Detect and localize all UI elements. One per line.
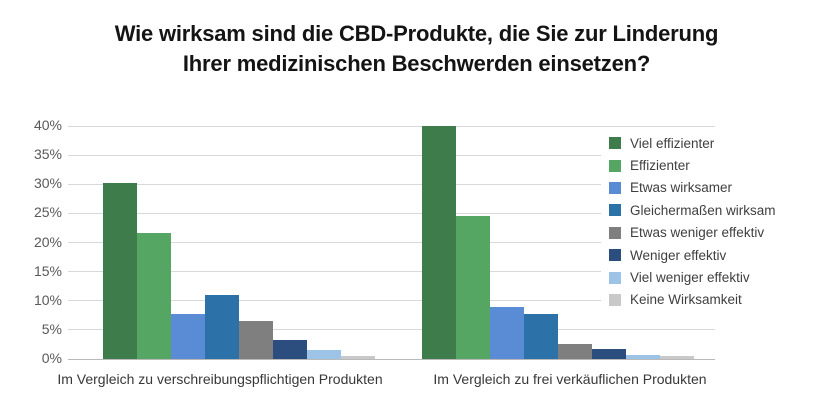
bar-group2-keine-wirksamkeit [660,355,694,359]
legend-item-weniger-effektiv: Weniger effektiv [609,244,776,266]
chart-title-line1: Wie wirksam sind die CBD-Produkte, die S… [114,21,719,46]
bar-group1-gleicherma-en-wirksam [205,294,239,359]
bar-group2-viel-effizienter [422,126,456,359]
legend-item-label: Etwas wirksamer [630,180,733,196]
y-tick-label-35pct: 35% [33,146,62,163]
legend-item-etwas-weniger-effektiv: Etwas weniger effektiv [609,222,776,244]
y-tick-label-5pct: 5% [41,320,62,337]
gridline-0pct [68,358,715,360]
legend-item-keine-wirksamkeit: Keine Wirksamkeit [609,289,776,311]
bar-group2-effizienter [456,216,490,359]
gridline-35pct [68,154,715,156]
legend-item-etwas-wirksamer: Etwas wirksamer [609,177,776,199]
legend-swatch-icon [609,159,621,172]
legend-item-label: Keine Wirksamkeit [630,292,742,308]
bar-group1-viel-weniger-effektiv [307,350,341,359]
legend-item-label: Etwas weniger effektiv [630,225,765,241]
plot-area [68,125,715,360]
legend-item-label: Viel effizienter [630,135,715,151]
bar-group2-etwas-wirksamer [490,307,524,359]
bar-group1-effizienter [137,233,171,359]
gridline-20pct [68,242,715,243]
legend-swatch-icon [609,137,621,150]
legend-item-viel-weniger-effektiv: Viel weniger effektiv [609,266,776,288]
legend-item-gleicherma-en-wirksam: Gleichermaßen wirksam [609,199,776,221]
chart-title-line2: Ihrer medizinischen Beschwerden einsetze… [182,51,651,76]
chart-title: Wie wirksam sind die CBD-Produkte, die S… [0,19,833,79]
legend-item-effizienter: Effizienter [609,154,776,176]
legend-swatch-icon [609,181,621,194]
bar-group1-weniger-effektiv [273,340,307,359]
y-tick-label-40pct: 40% [33,117,62,133]
bar-group2-viel-weniger-effektiv [626,354,660,359]
legend-swatch-icon [609,226,621,239]
chart-legend: Viel effizienter Effizienter Etwas wirksam… [601,127,788,317]
y-tick-label-20pct: 20% [33,233,62,250]
x-axis-label-group1: Im Vergleich zu verschreibungspflichtige… [57,371,383,387]
legend-swatch-icon [609,271,621,284]
bar-group1-keine-wirksamkeit [341,356,375,359]
bar-group2-weniger-effektiv [592,348,626,359]
bar-group2-gleicherma-en-wirksam [524,314,558,359]
gridline-10pct [68,300,715,302]
y-tick-label-0pct: 0% [41,350,62,366]
legend-item-label: Gleichermaßen wirksam [630,202,776,218]
gridline-30pct [68,183,715,185]
legend-item-label: Viel weniger effektiv [630,270,750,286]
legend-swatch-icon [609,204,621,217]
legend-item-label: Weniger effektiv [630,247,727,263]
y-tick-label-15pct: 15% [33,262,62,279]
legend-item-viel-effizienter: Viel effizienter [609,132,776,154]
gridline-40pct [68,125,715,127]
legend-swatch-icon [609,293,621,306]
y-tick-label-10pct: 10% [33,291,62,308]
y-tick-label-25pct: 25% [33,204,62,221]
bar-group1-viel-effizienter [103,183,137,359]
gridline-25pct [68,212,715,214]
gridline-5pct [68,329,715,331]
x-axis-label-group2: Im Vergleich zu frei verkäuflichen Produ… [433,371,707,387]
y-tick-label-30pct: 30% [33,175,62,192]
bar-group1-etwas-wirksamer [171,313,205,359]
gridline-15pct [68,271,715,273]
legend-item-label: Effizienter [630,158,690,174]
bar-group2-etwas-weniger-effektiv [558,344,592,359]
bar-group1-etwas-weniger-effektiv [239,321,273,359]
legend-swatch-icon [609,249,621,262]
